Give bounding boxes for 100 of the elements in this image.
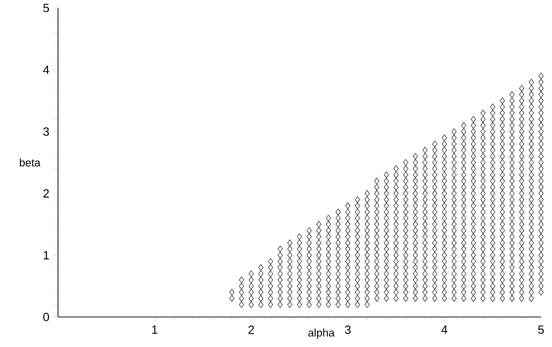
point (461, 276, 466, 284)
point (403, 221, 408, 228)
y-axis-title: beta (20, 158, 40, 167)
point (306, 233, 312, 240)
point (490, 258, 496, 265)
point (470, 116, 476, 123)
point (306, 246, 312, 252)
point (470, 122, 476, 129)
point (509, 246, 515, 252)
point (374, 190, 380, 197)
point (442, 270, 447, 278)
point (480, 282, 486, 290)
point (528, 208, 534, 216)
point (432, 153, 438, 160)
point (490, 172, 496, 178)
point (519, 264, 524, 271)
point (500, 258, 505, 265)
point (470, 233, 476, 240)
point (384, 240, 389, 246)
point (422, 227, 428, 234)
point (490, 165, 496, 172)
point (316, 246, 322, 252)
point (500, 221, 505, 228)
point (538, 116, 544, 123)
point (432, 246, 438, 252)
point (364, 190, 370, 197)
point (470, 264, 476, 271)
point (509, 104, 515, 110)
point (384, 246, 389, 252)
point (394, 264, 399, 271)
point (306, 276, 312, 284)
point (336, 295, 341, 302)
point (509, 233, 515, 240)
point (500, 246, 505, 252)
point (452, 159, 457, 166)
point (354, 252, 360, 258)
point (490, 128, 496, 135)
point (412, 264, 418, 271)
point (394, 214, 399, 222)
point (326, 214, 332, 222)
point (500, 270, 505, 278)
point (412, 208, 418, 216)
point (238, 288, 244, 296)
point (528, 258, 534, 265)
point (538, 208, 544, 216)
point (336, 270, 341, 278)
point (538, 276, 544, 284)
point (354, 246, 360, 252)
point (470, 227, 476, 234)
point (470, 172, 476, 178)
point (306, 282, 312, 290)
point (403, 246, 408, 252)
point (490, 202, 496, 210)
point (538, 122, 544, 129)
point (403, 276, 408, 284)
point (538, 178, 544, 184)
point (509, 264, 515, 271)
point (336, 282, 341, 290)
point (278, 264, 283, 271)
point (336, 221, 341, 228)
point (268, 270, 274, 278)
point (345, 214, 350, 222)
point (403, 233, 408, 240)
point (528, 140, 534, 148)
point (480, 122, 486, 129)
point (403, 252, 408, 258)
point (442, 282, 447, 290)
point (268, 258, 274, 265)
point (248, 288, 254, 296)
point (394, 270, 399, 278)
point (461, 172, 466, 178)
point (354, 208, 360, 216)
point (345, 252, 350, 258)
point (422, 146, 428, 154)
point (490, 270, 496, 278)
point (509, 295, 515, 302)
point (258, 282, 264, 290)
point (403, 208, 408, 216)
point (528, 202, 534, 210)
point (354, 270, 360, 278)
point (538, 165, 544, 172)
point (490, 252, 496, 258)
point (229, 288, 234, 296)
point (384, 252, 389, 258)
point (432, 159, 438, 166)
point (326, 240, 332, 246)
point (248, 270, 254, 278)
point (461, 288, 466, 296)
point (528, 122, 534, 129)
point (528, 78, 534, 86)
point (490, 140, 496, 148)
point (500, 252, 505, 258)
point (528, 295, 534, 302)
point (384, 184, 389, 191)
point (336, 301, 341, 308)
point (394, 276, 399, 284)
point (519, 240, 524, 246)
point (500, 196, 505, 203)
point (509, 184, 515, 191)
point (364, 270, 370, 278)
